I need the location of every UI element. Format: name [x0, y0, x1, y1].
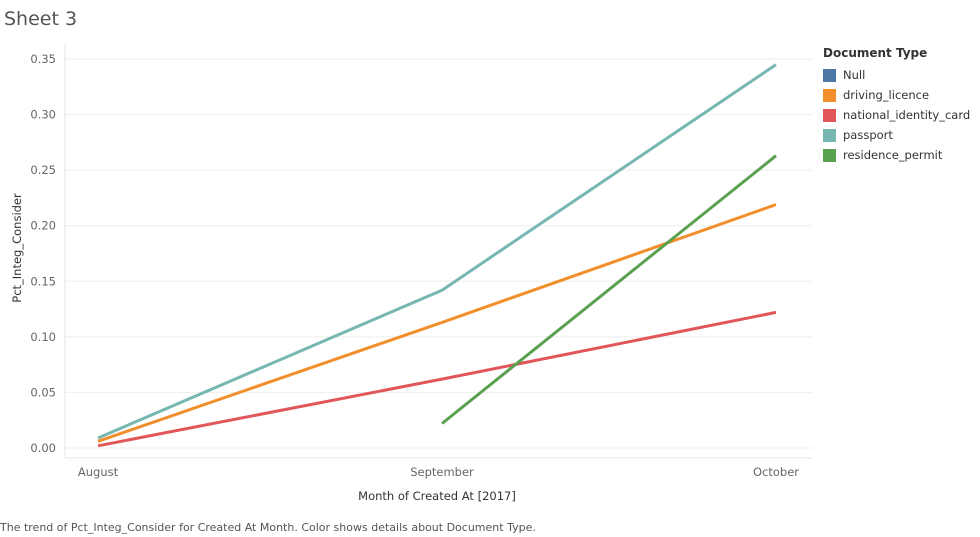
- y-tick-label: 0.35: [30, 52, 56, 66]
- x-tick-label: September: [410, 465, 474, 479]
- legend-swatch: [823, 128, 836, 142]
- legend-swatch: [823, 88, 836, 102]
- legend-item[interactable]: national_identity_card: [823, 105, 970, 125]
- legend-label: residence_permit: [843, 148, 943, 162]
- y-tick-label: 0.05: [30, 385, 56, 399]
- legend-title: Document Type: [823, 46, 928, 60]
- y-axis-title: Pct_Integ_Consider: [10, 193, 24, 303]
- series-line-national-identity-card[interactable]: [97, 310, 777, 448]
- sheet-title: Sheet 3: [4, 8, 78, 30]
- legend-item[interactable]: driving_licence: [823, 85, 970, 105]
- legend-item[interactable]: Null: [823, 65, 970, 85]
- y-tick-label: 0.30: [30, 108, 56, 122]
- x-axis-title: Month of Created At [2017]: [358, 489, 516, 503]
- legend-swatch: [823, 148, 836, 162]
- y-tick-label: 0.15: [30, 274, 56, 288]
- legend-items: Null driving_licence national_identity_car…: [823, 65, 970, 165]
- x-tick-label: August: [78, 465, 119, 479]
- y-tick-label: 0.25: [30, 163, 56, 177]
- gridlines: [65, 58, 812, 449]
- series-line-residence-permit[interactable]: [441, 154, 777, 425]
- series-line-passport[interactable]: [97, 63, 777, 440]
- legend-label: driving_licence: [843, 88, 930, 102]
- legend-swatch: [823, 68, 836, 82]
- legend-label: Null: [843, 68, 866, 82]
- y-tick-label: 0.20: [30, 219, 56, 233]
- legend-swatch: [823, 108, 836, 122]
- axes: 0.00 0.05 0.10 0.15 0.20 0.25 0.30 0.35 August Se…: [30, 44, 812, 479]
- legend-item[interactable]: passport: [823, 125, 970, 145]
- legend-label: national_identity_card: [843, 108, 971, 122]
- legend-item[interactable]: residence_permit: [823, 145, 970, 165]
- legend-label: passport: [843, 128, 893, 142]
- series-line-driving-licence[interactable]: [97, 203, 777, 443]
- series-lines[interactable]: [97, 63, 777, 448]
- chart-caption: The trend of Pct_Integ_Consider for Crea…: [0, 521, 536, 534]
- y-tick-label: 0.10: [30, 330, 56, 344]
- x-tick-label: October: [753, 465, 799, 479]
- y-tick-label: 0.00: [30, 441, 56, 455]
